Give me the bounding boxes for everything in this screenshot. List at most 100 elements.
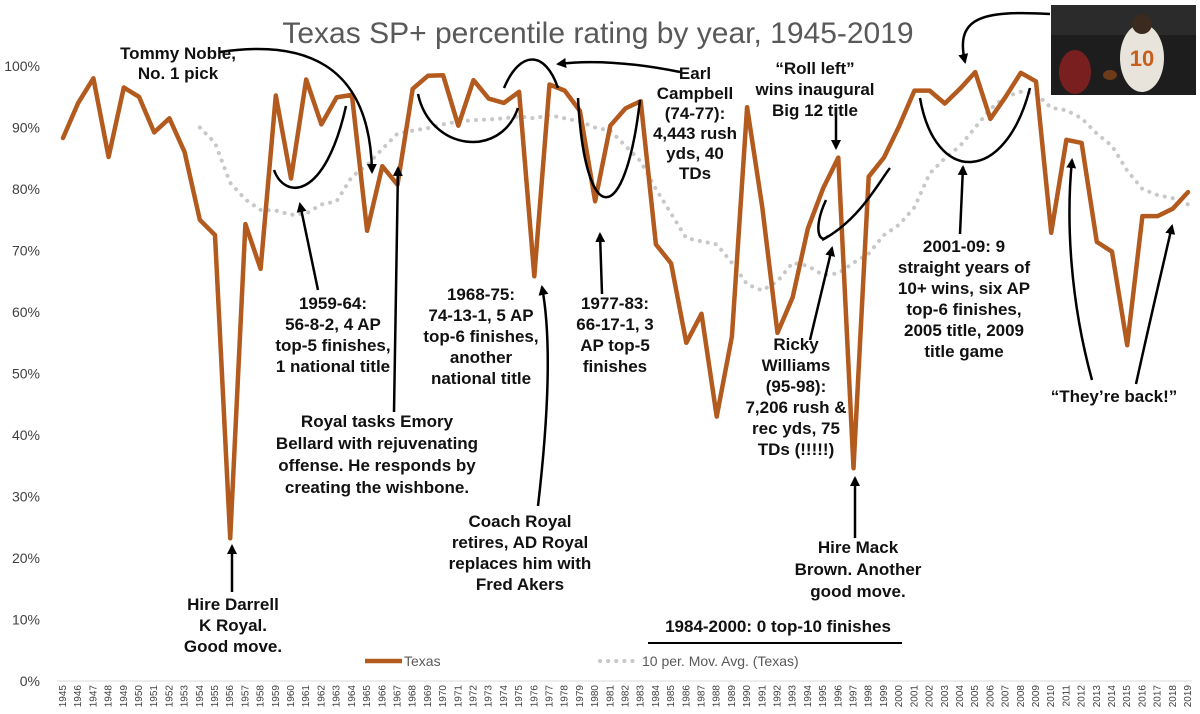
texas-point-1957	[243, 222, 247, 226]
x-tick-label: 1965	[362, 685, 373, 708]
x-tick-label: 1995	[818, 685, 829, 708]
annotation-10: Hire Mack Brown. Another good move.	[795, 538, 922, 601]
annotation-text: 1977-83:	[581, 294, 649, 313]
annotation-text: yds, 40	[666, 144, 724, 163]
x-tick-label: 1976	[529, 685, 540, 708]
annotation-3: Royal tasks Emory Bellard with rejuvenati…	[276, 412, 478, 497]
moving-average-point-2016	[1140, 187, 1144, 191]
texas-point-2007	[1004, 95, 1008, 99]
x-tick-label: 1970	[438, 685, 449, 708]
x-tick-label: 1998	[864, 685, 875, 708]
moving-average-point-1956	[228, 181, 232, 185]
texas-point-1986	[684, 341, 688, 345]
moving-average-point-1988	[715, 242, 719, 246]
moving-average-point-2003	[943, 156, 947, 160]
texas-point-1980	[593, 199, 597, 203]
x-tick-label: 2018	[1168, 685, 1179, 708]
annotation-text: Williams	[762, 356, 831, 375]
arrow-theyre-back-right	[1134, 224, 1176, 385]
y-tick-label: 40%	[12, 427, 40, 443]
texas-point-1996	[836, 156, 840, 160]
annotation-text: 10+ wins, six AP	[898, 279, 1030, 298]
y-tick-label: 70%	[12, 243, 40, 259]
annotation-text: wins inaugural	[754, 80, 874, 99]
annotation-text: No. 1 pick	[138, 64, 219, 83]
annotation-text: 66-17-1, 3	[576, 315, 654, 334]
x-tick-label: 2005	[970, 685, 981, 708]
texas-point-1982	[624, 106, 628, 110]
annotation-bracket-6	[918, 87, 1032, 164]
x-tick-label: 1984	[651, 685, 662, 708]
x-tick-label: 1958	[256, 685, 267, 708]
x-tick-label: 1992	[773, 685, 784, 708]
texas-point-1960	[289, 177, 293, 181]
x-tick-label: 2006	[985, 685, 996, 708]
moving-average-point-2002	[928, 172, 932, 176]
annotation-text: AP top-5	[580, 336, 650, 355]
texas-point-1978	[563, 89, 567, 93]
texas-point-1963	[335, 95, 339, 99]
moving-average-point-1961	[304, 212, 308, 216]
x-tick-label: 1960	[286, 685, 297, 708]
texas-point-1987	[700, 312, 704, 316]
annotation-text: TDs	[679, 164, 711, 183]
moving-average-point-1998	[867, 252, 871, 256]
y-tick-label: 80%	[12, 181, 40, 197]
annotation-text: Coach Royal	[469, 512, 572, 531]
annotation-arrows	[219, 11, 1176, 592]
moving-average-point-1962	[319, 202, 323, 206]
annotation-text: TDs (!!!!!)	[758, 440, 834, 459]
legend-label-moving-average: 10 per. Mov. Avg. (Texas)	[642, 653, 799, 669]
texas-point-2000	[897, 124, 901, 128]
moving-average-point-2005	[973, 126, 977, 130]
x-tick-label: 2011	[1061, 685, 1072, 707]
annotation-text: Hire Darrell	[187, 595, 279, 614]
texas-point-1988	[715, 415, 719, 419]
texas-point-2011	[1064, 138, 1068, 142]
x-tick-label: 1978	[560, 685, 571, 708]
arrow-tommy-noble	[219, 47, 377, 174]
legend: Texas 10 per. Mov. Avg. (Texas)	[365, 653, 799, 669]
texas-point-1958	[259, 267, 263, 271]
x-tick-label: 2016	[1137, 685, 1148, 708]
moving-average-point-1955	[213, 141, 217, 145]
moving-average-point-2011	[1064, 108, 1068, 112]
x-tick-label: 1975	[514, 685, 525, 708]
x-tick-label: 2017	[1153, 685, 1164, 708]
x-tick-label: 2007	[1001, 685, 1012, 708]
y-tick-label: 10%	[12, 612, 40, 628]
annotation-text: 2001-09: 9	[923, 237, 1005, 256]
texas-point-2017	[1156, 214, 1160, 218]
moving-average-point-1990	[745, 282, 749, 286]
moving-average-point-1976	[532, 116, 536, 120]
moving-average-point-1985	[669, 212, 673, 216]
texas-point-1946	[76, 101, 80, 105]
x-tick-label: 1979	[575, 685, 586, 708]
moving-average-point-2004	[958, 144, 962, 148]
x-tick-label: 1967	[392, 685, 403, 708]
moving-average-point-1964	[350, 175, 354, 179]
moving-average-point-1989	[730, 261, 734, 265]
moving-average-point-1987	[700, 239, 704, 243]
texas-point-1995	[821, 186, 825, 190]
annotation-text: Campbell	[657, 84, 734, 103]
annotation-13: “They’re back!”	[1051, 387, 1178, 406]
moving-average-point-1984	[654, 187, 658, 191]
annotation-text: good move.	[810, 582, 905, 601]
texas-point-2003	[943, 102, 947, 106]
texas-point-1975	[517, 90, 521, 94]
x-tick-label: 1961	[301, 685, 312, 708]
texas-point-2001	[912, 89, 916, 93]
moving-average-point-1997	[852, 261, 856, 265]
texas-point-1993	[791, 295, 795, 299]
x-tick-label: 2013	[1092, 685, 1103, 708]
x-tick-label: 1999	[879, 685, 890, 708]
moving-average-point-1986	[684, 236, 688, 240]
texas-point-1985	[669, 261, 673, 265]
annotation-text: K Royal.	[199, 616, 267, 635]
annotation-text: top-5 finishes,	[275, 336, 390, 355]
annotation-text: top-6 finishes,	[906, 300, 1021, 319]
x-tick-label: 2014	[1107, 685, 1118, 708]
annotation-bracket-2	[502, 58, 560, 89]
